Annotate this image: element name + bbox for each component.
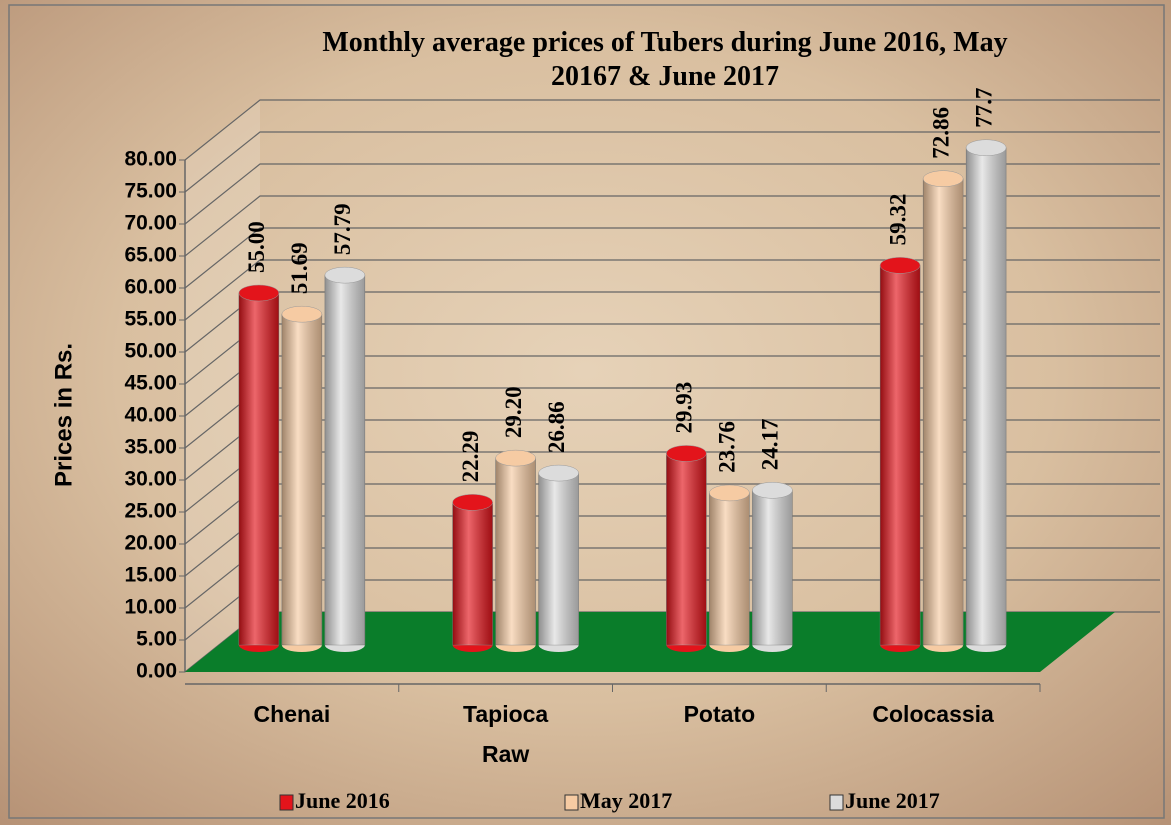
y-tick-label: 45.00 [124,372,177,395]
value-label: 57.79 [330,203,355,255]
bar-shade [281,314,322,645]
bar-shade [324,275,365,645]
bar-top [709,484,750,502]
bar-shade [880,265,921,645]
bar [238,284,280,652]
bar-shade [752,490,793,645]
bar-top [752,482,793,499]
value-label: 29.93 [672,382,697,434]
bar-top [495,449,536,467]
bar-top [538,464,579,482]
bar-shade [966,147,1007,645]
bar-top [324,266,366,284]
bar [709,484,750,652]
bar [879,257,921,652]
grid-line [184,195,1160,257]
bar-top [879,257,921,274]
x-tick-label: Chenai [254,701,331,727]
bar [495,449,536,652]
y-tick-label: 10.00 [124,596,177,619]
value-label: 26.86 [544,401,569,453]
grid-line [184,259,1160,321]
bar-top [666,445,707,462]
y-tick-label: 30.00 [124,468,177,491]
bar [538,464,579,652]
y-tick-label: 75.00 [124,180,177,203]
value-label: 22.29 [458,431,483,483]
value-label: 29.20 [501,386,526,438]
legend-swatch [279,794,294,811]
y-tick-label: 20.00 [124,532,177,555]
legend-label: June 2016 [295,788,390,813]
y-tick-label: 80.00 [124,148,177,171]
bar-top [922,170,964,187]
legend-swatch [829,794,844,811]
legend-label: May 2017 [580,788,672,813]
y-tick-label: 15.00 [124,564,177,587]
bar-shade [538,473,579,645]
value-label: 24.17 [758,419,783,471]
y-tick-label: 5.00 [136,628,177,651]
bar-top [452,494,493,511]
bar [281,305,323,652]
y-tick-label: 35.00 [124,436,177,459]
bar-shade [709,492,750,645]
y-tick-label: 50.00 [124,340,177,363]
chart-title: Monthly average prices of Tubers during … [322,27,1007,92]
x-tick-label: Potato [684,701,756,727]
bar-shade [452,502,493,645]
bar-shade [495,458,536,645]
y-tick-label: 60.00 [124,276,177,299]
legend-swatch [564,794,579,811]
y-tick-label: 70.00 [124,212,177,235]
bar-shade [923,178,964,646]
x-tick-label: Tapioca Raw [463,701,548,767]
value-label: 59.32 [885,194,910,246]
bar [324,266,366,652]
bar-top [238,284,280,302]
bar [666,445,707,652]
y-axis-label: Prices in Rs. [50,343,77,487]
value-label: 72.86 [928,107,953,159]
y-tick-label: 40.00 [124,404,177,427]
bar-top [281,305,323,323]
frame [8,4,1165,819]
grid-line [184,163,1160,225]
bar-shade [666,453,707,645]
bar [965,139,1007,652]
bar [752,482,793,652]
grid-line [184,99,1160,161]
grid-line [184,227,1160,289]
legend-label: June 2017 [845,788,940,813]
bar-shade [238,293,279,645]
value-label: 51.69 [287,242,312,294]
value-label: 55.00 [244,221,269,273]
y-tick-label: 65.00 [124,244,177,267]
y-tick-label: 25.00 [124,500,177,523]
bar-top [965,139,1007,156]
value-label: 77.7 [971,87,996,127]
grid-line [184,131,1160,193]
value-label: 23.76 [715,421,740,473]
y-tick-label: 55.00 [124,308,177,331]
x-tick-label: Colocassia [872,701,994,727]
y-tick-label: 0.00 [136,660,177,683]
bar [922,170,964,652]
bar [452,494,493,652]
